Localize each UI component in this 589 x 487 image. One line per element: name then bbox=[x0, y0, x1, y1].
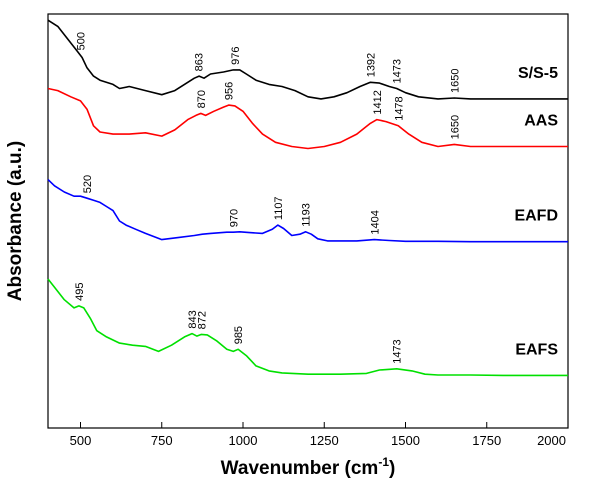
x-axis-label-tail: ) bbox=[389, 458, 395, 479]
x-tick-label-1500: 1500 bbox=[391, 433, 420, 448]
peak-label-495: 495 bbox=[74, 283, 86, 301]
series-label-aas: AAS bbox=[524, 112, 558, 129]
x-ticks: 500 750 1000 1250 1500 1750 2000 bbox=[70, 422, 569, 448]
peak-label-1404: 1404 bbox=[369, 210, 381, 234]
peak-label-985: 985 bbox=[233, 326, 245, 344]
series-label-s-s-5: S/S-5 bbox=[518, 65, 558, 82]
series-line-aas bbox=[47, 87, 568, 150]
peak-label-1412: 1412 bbox=[372, 90, 384, 114]
x-axis-label-main: Wavenumber (cm bbox=[221, 458, 379, 479]
series-label-eafs: EAFS bbox=[515, 341, 558, 358]
series-labels: S/S-5 AAS EAFD EAFS bbox=[514, 65, 558, 359]
peak-label-1650: 1650 bbox=[449, 69, 461, 93]
peak-label-870: 870 bbox=[196, 90, 208, 108]
peak-label-1473: 1473 bbox=[392, 59, 404, 83]
plot-frame bbox=[47, 13, 569, 429]
peak-label-970: 970 bbox=[228, 209, 240, 227]
peak-label-843: 843 bbox=[187, 310, 199, 328]
x-tick-label-750: 750 bbox=[151, 433, 173, 448]
series-line-eafs bbox=[47, 278, 568, 377]
peak-label-1478: 1478 bbox=[393, 96, 405, 120]
series-layer bbox=[47, 19, 568, 377]
peak-label-500: 500 bbox=[76, 32, 88, 50]
peak-label-1650: 1650 bbox=[449, 115, 461, 139]
x-tick-label-2000: 2000 bbox=[537, 433, 566, 448]
peak-label-520: 520 bbox=[82, 175, 94, 193]
x-axis-label-sup: -1 bbox=[378, 455, 389, 469]
peak-labels: 500 863 976 1392 1473 1650 870 956 1412 1478 1650 5… bbox=[74, 32, 461, 364]
series-label-eafd: EAFD bbox=[514, 208, 558, 225]
peak-label-872: 872 bbox=[196, 311, 208, 329]
peak-label-1392: 1392 bbox=[365, 53, 377, 77]
peak-label-1473: 1473 bbox=[392, 339, 404, 363]
peak-label-1193: 1193 bbox=[301, 203, 313, 227]
x-axis-label: Wavenumber (cm-1) bbox=[221, 455, 396, 479]
series-line-s-s-5 bbox=[47, 19, 568, 100]
series-line-eafd bbox=[47, 179, 568, 243]
x-tick-label-1250: 1250 bbox=[310, 433, 339, 448]
peak-label-976: 976 bbox=[230, 47, 242, 65]
peak-label-1107: 1107 bbox=[273, 196, 285, 220]
x-tick-label-1750: 1750 bbox=[472, 433, 501, 448]
y-axis-label: Absorbance (a.u.) bbox=[5, 141, 26, 301]
peak-label-956: 956 bbox=[224, 82, 236, 100]
x-tick-label-1000: 1000 bbox=[229, 433, 258, 448]
x-tick-label-500: 500 bbox=[70, 433, 92, 448]
peak-label-863: 863 bbox=[194, 53, 206, 71]
